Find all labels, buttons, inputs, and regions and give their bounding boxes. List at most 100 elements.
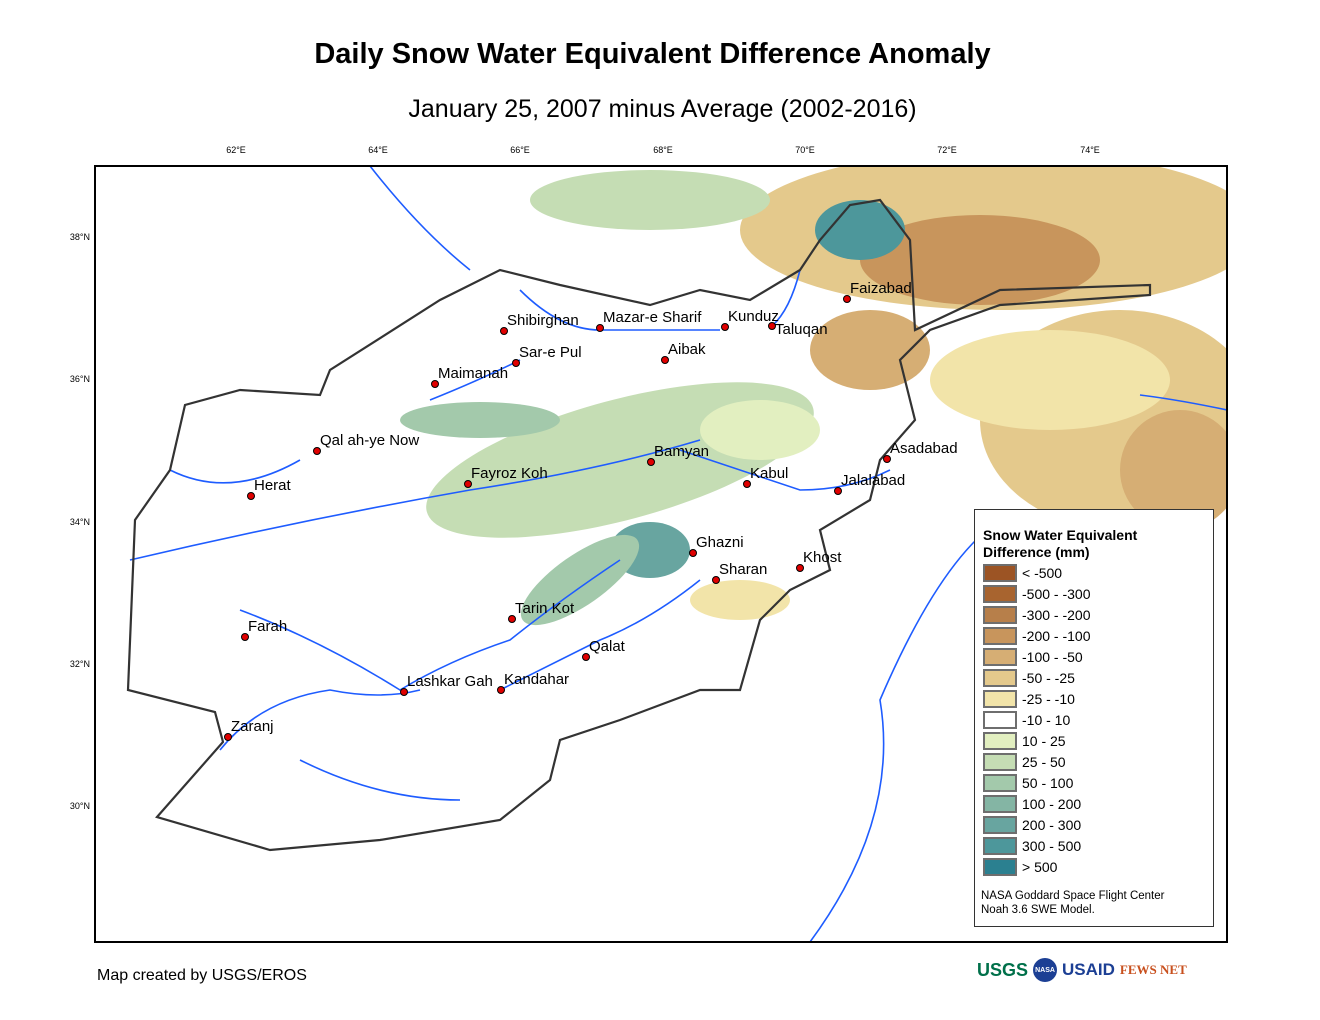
city-dot bbox=[247, 492, 255, 500]
lon-tick: 70°E bbox=[795, 145, 815, 155]
legend-swatch bbox=[983, 585, 1017, 603]
city-label: Kunduz bbox=[728, 308, 779, 325]
city-label: Sar-e Pul bbox=[519, 344, 582, 361]
legend-item: -50 - -25 bbox=[983, 669, 1075, 687]
city-label: Taluqan bbox=[775, 321, 828, 338]
legend-title-line: Difference (mm) bbox=[983, 544, 1090, 560]
city-label: Mazar-e Sharif bbox=[603, 309, 702, 326]
legend-item: -200 - -100 bbox=[983, 627, 1090, 645]
lon-tick: 68°E bbox=[653, 145, 673, 155]
city-label: Faizabad bbox=[850, 280, 912, 297]
city-label: Sharan bbox=[719, 561, 767, 578]
city-dot bbox=[224, 733, 232, 741]
city-dot bbox=[689, 549, 697, 557]
legend-swatch bbox=[983, 774, 1017, 792]
city-label: Kandahar bbox=[504, 671, 569, 688]
city-dot bbox=[313, 447, 321, 455]
lat-tick: 32°N bbox=[70, 659, 90, 669]
map-subtitle: January 25, 2007 minus Average (2002-201… bbox=[408, 95, 917, 123]
city-label: Aibak bbox=[668, 341, 706, 358]
city-dot bbox=[464, 480, 472, 488]
city-label: Asadabad bbox=[890, 440, 958, 457]
lat-tick: 30°N bbox=[70, 801, 90, 811]
legend-label: -50 - -25 bbox=[1022, 670, 1075, 686]
legend-item: 300 - 500 bbox=[983, 837, 1081, 855]
city-label: Farah bbox=[248, 618, 287, 635]
lon-tick: 64°E bbox=[368, 145, 388, 155]
legend-label: < -500 bbox=[1022, 565, 1063, 581]
city-dot bbox=[596, 324, 604, 332]
legend-swatch bbox=[983, 690, 1017, 708]
city-label: Jalalabad bbox=[841, 472, 905, 489]
legend-swatch bbox=[983, 606, 1017, 624]
legend-item: -25 - -10 bbox=[983, 690, 1075, 708]
map-credit: Map created by USGS/EROS bbox=[97, 967, 307, 984]
legend-item: -10 - 10 bbox=[983, 711, 1070, 729]
rivers bbox=[129, 166, 1227, 942]
legend-swatch bbox=[983, 669, 1017, 687]
lat-tick: 36°N bbox=[70, 374, 90, 384]
city-dot bbox=[500, 327, 508, 335]
legend-swatch bbox=[983, 648, 1017, 666]
city-label: Ghazni bbox=[696, 534, 744, 551]
lon-tick: 72°E bbox=[937, 145, 957, 155]
lat-tick: 34°N bbox=[70, 517, 90, 527]
usaid-logo: USAID bbox=[1062, 960, 1115, 979]
city-dot bbox=[431, 380, 439, 388]
city-dot bbox=[712, 576, 720, 584]
city-dot bbox=[508, 615, 516, 623]
city-label: Fayroz Koh bbox=[471, 465, 548, 482]
legend-label: 50 - 100 bbox=[1022, 775, 1074, 791]
city-dot bbox=[241, 633, 249, 641]
legend-swatch bbox=[983, 753, 1017, 771]
city-dot bbox=[843, 295, 851, 303]
fews-net-logo: FEWS NET bbox=[1119, 962, 1187, 977]
legend-item: 200 - 300 bbox=[983, 816, 1081, 834]
city-label: Herat bbox=[254, 477, 292, 494]
city-dot bbox=[582, 653, 590, 661]
legend-item: -500 - -300 bbox=[983, 585, 1090, 603]
lon-tick: 74°E bbox=[1080, 145, 1100, 155]
map-frame bbox=[94, 165, 1228, 943]
lat-tick: 38°N bbox=[70, 232, 90, 242]
map-title: Daily Snow Water Equivalent Difference A… bbox=[314, 38, 991, 70]
legend-swatch bbox=[983, 858, 1017, 876]
legend-label: 200 - 300 bbox=[1022, 817, 1082, 833]
city-dot bbox=[796, 564, 804, 572]
city-label: Maimanah bbox=[438, 365, 508, 382]
legend-label: > 500 bbox=[1022, 859, 1058, 875]
city-dot bbox=[512, 359, 520, 367]
city-label: Zaranj bbox=[231, 718, 274, 735]
lon-tick: 62°E bbox=[226, 145, 246, 155]
legend-note-line: Noah 3.6 SWE Model. bbox=[981, 904, 1095, 916]
city-label: Qalat bbox=[589, 638, 626, 655]
country-border bbox=[126, 198, 1152, 852]
city-label: Lashkar Gah bbox=[407, 673, 493, 690]
lon-tick: 66°E bbox=[510, 145, 530, 155]
legend-swatch bbox=[983, 816, 1017, 834]
legend-swatch bbox=[983, 564, 1017, 582]
legend-label: -10 - 10 bbox=[1022, 712, 1071, 728]
legend-swatch bbox=[983, 732, 1017, 750]
legend-item: 100 - 200 bbox=[983, 795, 1081, 813]
legend-swatch bbox=[983, 795, 1017, 813]
city-label: Shibirghan bbox=[507, 312, 579, 329]
legend-label: 10 - 25 bbox=[1022, 733, 1066, 749]
legend-note-line: NASA Goddard Space Flight Center bbox=[981, 890, 1165, 902]
city-dot bbox=[768, 322, 776, 330]
city-dot bbox=[647, 458, 655, 466]
legend-title: Snow Water Equivalent Difference (mm) bbox=[983, 527, 1137, 561]
legend-item: -100 - -50 bbox=[983, 648, 1083, 666]
city-dot bbox=[883, 455, 891, 463]
legend-swatch bbox=[983, 627, 1017, 645]
legend: Snow Water Equivalent Difference (mm) < … bbox=[974, 509, 1214, 927]
city-dot bbox=[834, 487, 842, 495]
city-label: Kabul bbox=[750, 465, 788, 482]
legend-swatch bbox=[983, 837, 1017, 855]
partner-logos: USGS NASA USAID FEWS NET bbox=[977, 958, 1187, 982]
legend-label: -300 - -200 bbox=[1022, 607, 1091, 623]
legend-item: 10 - 25 bbox=[983, 732, 1066, 750]
city-dot bbox=[661, 356, 669, 364]
